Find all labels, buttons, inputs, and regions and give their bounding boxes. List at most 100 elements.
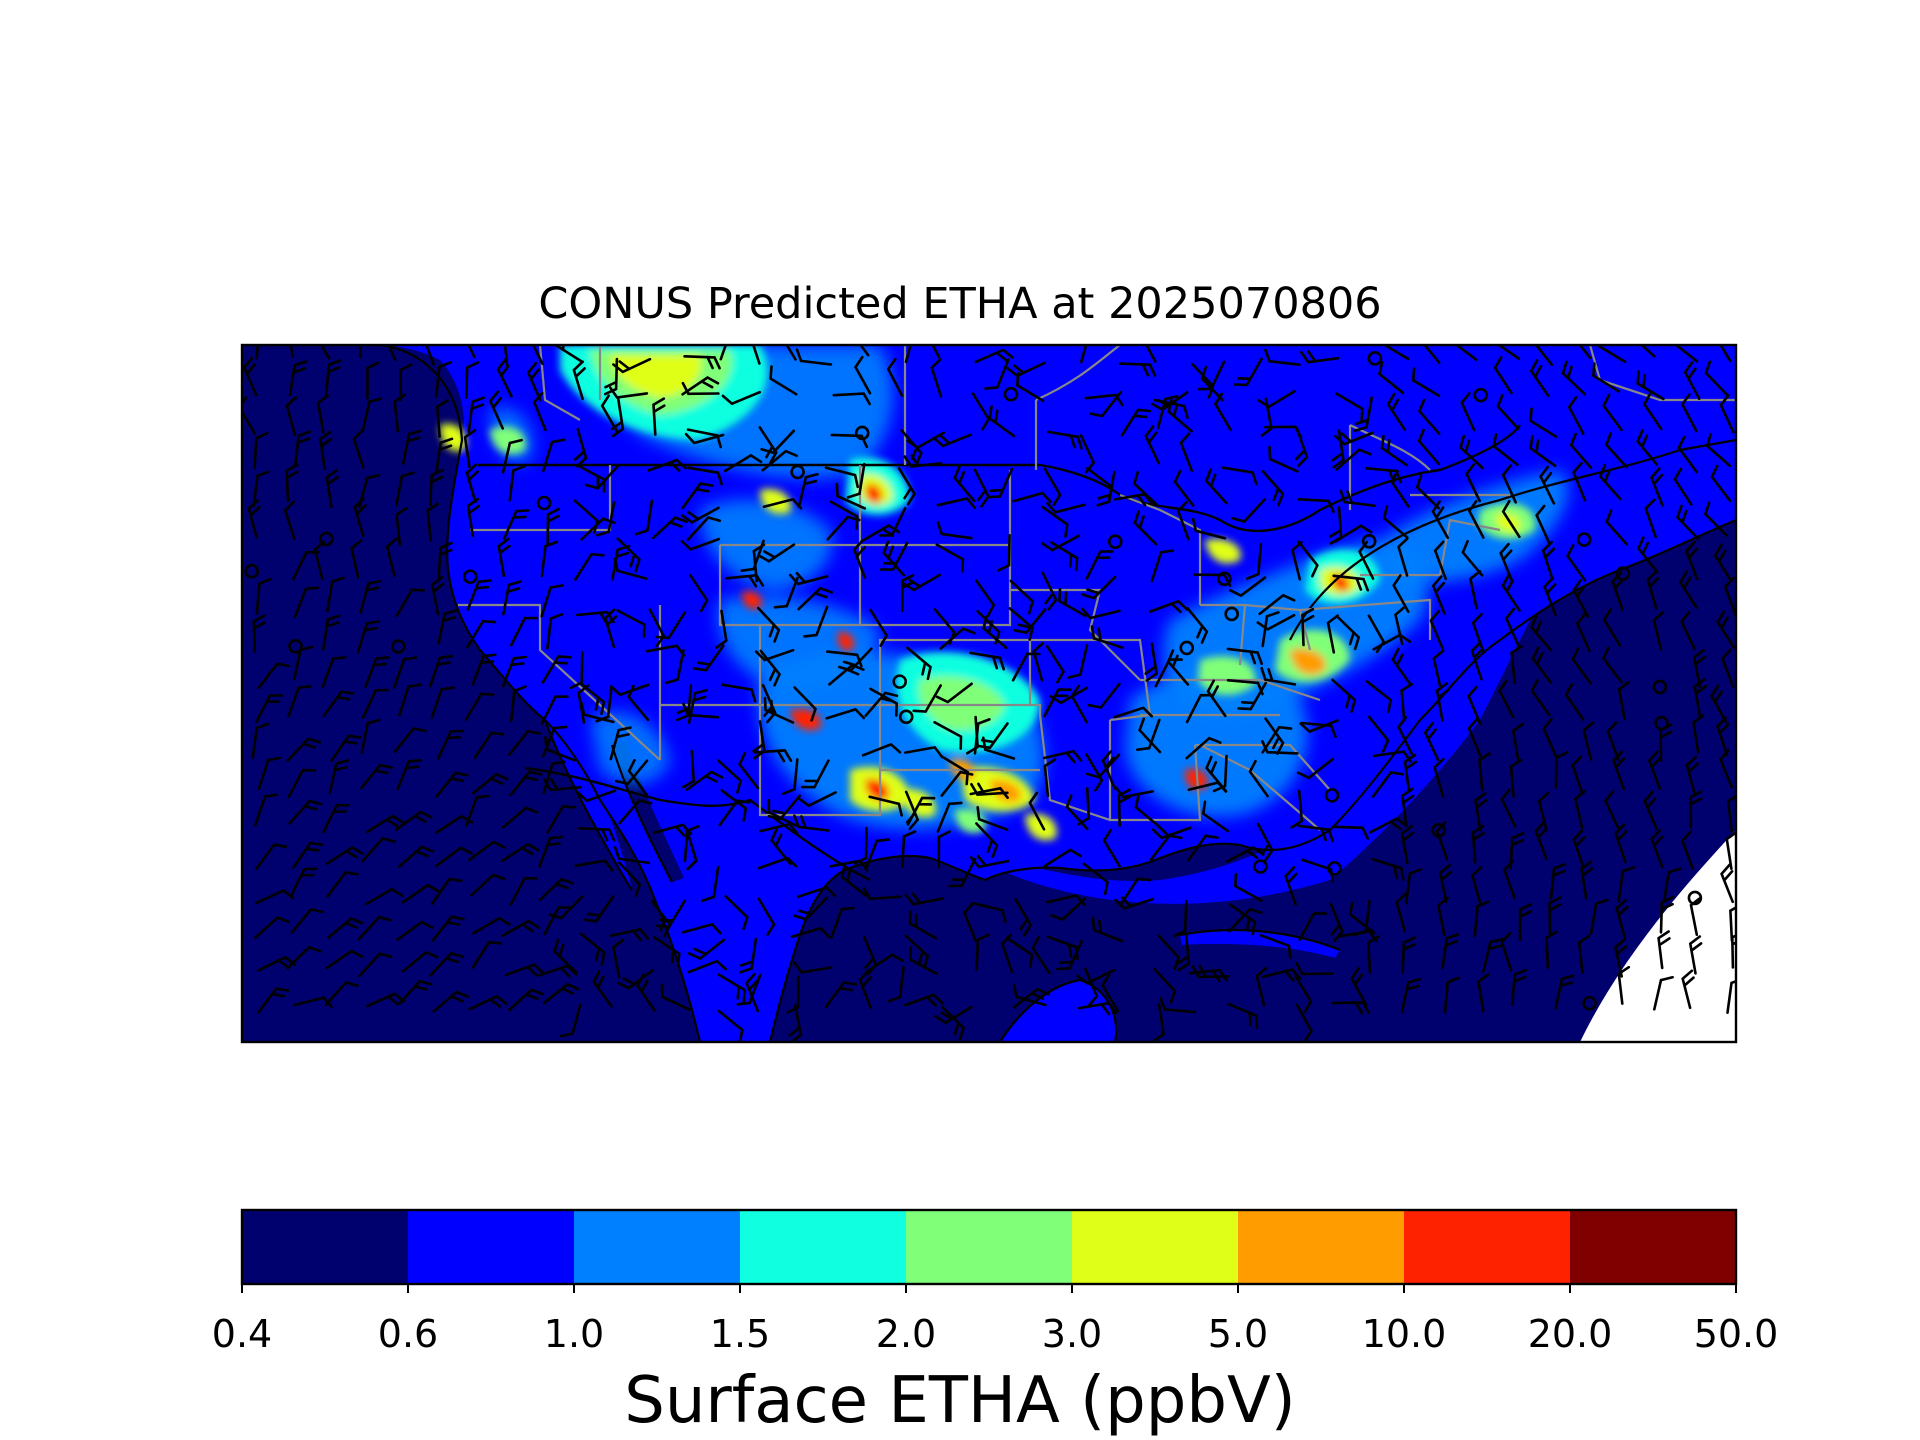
- wind-barb: [1234, 872, 1263, 902]
- wind-barb: [286, 945, 322, 970]
- wind-barb: [1471, 824, 1485, 864]
- wind-barb: [1509, 758, 1523, 798]
- wind-barb: [426, 502, 439, 542]
- wind-barb: [361, 837, 396, 863]
- wind-barb: [969, 651, 1005, 671]
- wind-barb: [852, 539, 867, 579]
- wind-barb: [364, 887, 404, 906]
- wind-barb: [1577, 934, 1591, 974]
- wind-barb: [1237, 681, 1267, 711]
- wind-barb: [609, 726, 632, 761]
- wind-barb: [1539, 465, 1556, 505]
- wind-barb: [757, 606, 781, 643]
- wind-barb: [1012, 491, 1052, 504]
- wind-barb: [908, 910, 938, 940]
- wind-barb: [1257, 390, 1296, 409]
- wind-barb: [1329, 902, 1344, 942]
- wind-barb: [325, 949, 364, 970]
- wind-barb: [610, 683, 650, 697]
- wind-barb: [1566, 544, 1587, 582]
- wind-barb: [701, 865, 720, 902]
- wind-barb: [1470, 641, 1484, 681]
- wind-barb: [1120, 877, 1152, 906]
- wind-barb: [395, 471, 415, 507]
- wind-barb: [1429, 610, 1444, 650]
- wind-barb: [686, 830, 698, 871]
- wind-barb: [431, 915, 465, 942]
- wind-barb: [974, 348, 1014, 364]
- wind-barb: [1397, 537, 1409, 577]
- wind-barb: [739, 937, 758, 974]
- wind-barb: [322, 690, 355, 718]
- wind-barb: [835, 482, 867, 510]
- wind-barb: [387, 345, 397, 361]
- wind-barb: [1578, 345, 1592, 360]
- wind-barb: [319, 345, 331, 360]
- wind-barb: [430, 877, 463, 905]
- wind-barb: [330, 734, 362, 762]
- wind-barb: [1597, 345, 1627, 364]
- wind-barb: [1501, 464, 1517, 504]
- wind-barb: [424, 345, 435, 366]
- wind-barb: [969, 786, 1009, 799]
- wind-barb: [1443, 976, 1461, 1014]
- wind-barb: [757, 897, 776, 936]
- wind-barb: [975, 933, 991, 972]
- wind-barb: [471, 653, 497, 686]
- wind-barb: [255, 843, 288, 871]
- wind-barb: [1386, 392, 1406, 431]
- wind-barb: [1604, 432, 1628, 469]
- wind-barb: [393, 726, 427, 753]
- wind-barb: [828, 663, 865, 686]
- wind-barb: [1151, 826, 1192, 840]
- wind-barb: [1366, 935, 1380, 974]
- wind-barb: [1339, 489, 1376, 507]
- wind-barb: [1657, 930, 1671, 970]
- wind-barb: [647, 458, 687, 472]
- wind-barb: [401, 429, 422, 465]
- wind-barb: [611, 544, 631, 581]
- wind-barb: [600, 394, 619, 434]
- wind-barb: [687, 688, 708, 724]
- wind-barb: [1720, 863, 1734, 904]
- wind-barb: [1572, 461, 1587, 502]
- wind-barb: [1365, 680, 1393, 714]
- wind-barb: [824, 466, 859, 489]
- wind-barb: [1295, 1003, 1314, 1042]
- missing-data-region: [1580, 830, 1736, 1042]
- wind-barb: [509, 770, 543, 797]
- wind-barb: [257, 987, 290, 1014]
- wind-barb: [289, 867, 318, 898]
- colorbar-tick-label: 5.0: [1207, 1312, 1269, 1356]
- wind-barb: [466, 497, 481, 537]
- wind-barb: [681, 375, 720, 396]
- wind-barb: [1368, 817, 1408, 834]
- wind-barb: [1543, 576, 1557, 617]
- wind-barb: [1032, 642, 1044, 682]
- wind-barb: [1392, 574, 1410, 613]
- wind-barb: [497, 537, 511, 577]
- wind-barb: [1401, 787, 1415, 827]
- wind-barb: [359, 345, 362, 359]
- wind-barb: [937, 830, 951, 869]
- wind-barb: [1617, 680, 1630, 721]
- wind-barb: [1678, 570, 1698, 609]
- wind-barb: [468, 840, 506, 862]
- wind-barb: [1689, 896, 1702, 936]
- wind-barb: [257, 955, 297, 972]
- calm-wind-marker: [536, 495, 552, 511]
- wind-barb: [1496, 394, 1520, 430]
- wind-barb: [473, 731, 505, 760]
- wind-barb: [543, 906, 572, 936]
- wind-barb: [1153, 967, 1177, 1004]
- wind-barb: [1535, 504, 1551, 544]
- baja-peninsula: [545, 720, 632, 890]
- wind-barb: [1461, 540, 1484, 577]
- wind-barb: [502, 580, 522, 616]
- wind-barb: [767, 798, 798, 827]
- wind-barb: [1617, 866, 1636, 903]
- colorbar: [240, 1208, 1738, 1293]
- wind-barb: [1058, 587, 1087, 618]
- wind-barb: [435, 437, 454, 474]
- wind-barb: [1561, 360, 1586, 396]
